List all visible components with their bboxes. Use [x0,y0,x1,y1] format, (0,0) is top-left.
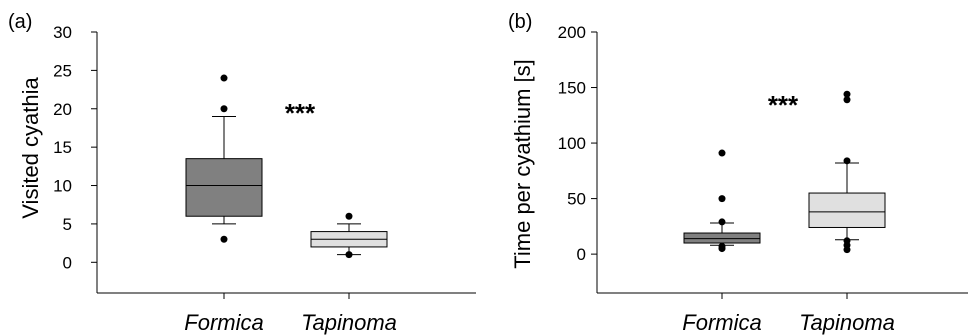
category-label-a: Formica [184,310,263,335]
box-a-formica-outlier [220,235,228,243]
significance-label-a: *** [285,98,316,128]
box-b-formica-outlier [718,195,726,203]
y-tick-label-a: 10 [53,177,72,196]
box-b-formica-outlier [718,242,726,250]
box-b-tapinoma-outlier [843,96,851,104]
box-b-tapinoma-outlier [843,237,851,245]
y-tick-label-a: 5 [63,215,72,234]
significance-label-b: *** [768,90,799,120]
y-tick-label-b: 50 [567,190,586,209]
box-b-tapinoma [808,192,886,228]
box-b-formica [683,232,761,244]
box-b-formica-outlier [718,149,726,157]
panel-label-a: (a) [8,11,32,33]
box-a-formica-outlier [220,105,228,113]
y-axis-label-b: Time per cyathium [s] [510,59,535,268]
box-b-tapinoma-outlier [843,90,851,98]
box-a-tapinoma-outlier [345,212,353,220]
y-tick-label-b: 0 [577,245,586,264]
y-tick-label-a: 30 [53,23,72,42]
box-a-tapinoma-outlier [345,251,353,259]
y-tick-label-b: 150 [558,79,586,98]
category-label-b: Tapinoma [799,310,895,335]
box-b-tapinoma-outlier [843,157,851,165]
y-axis-label-a: Visited cyathia [18,77,43,219]
y-tick-label-b: 100 [558,134,586,153]
y-tick-label-a: 15 [53,138,72,157]
y-tick-label-a: 20 [53,100,72,119]
y-tick-label-a: 25 [53,61,72,80]
box-b-formica-outlier [718,218,726,226]
y-tick-label-a: 0 [63,253,72,272]
box-a-formica [185,158,263,217]
y-tick-label-b: 200 [558,23,586,42]
category-label-a: Tapinoma [301,310,397,335]
panel-label-b: (b) [508,11,532,33]
category-label-b: Formica [682,310,761,335]
box-a-formica-outlier [220,74,228,82]
